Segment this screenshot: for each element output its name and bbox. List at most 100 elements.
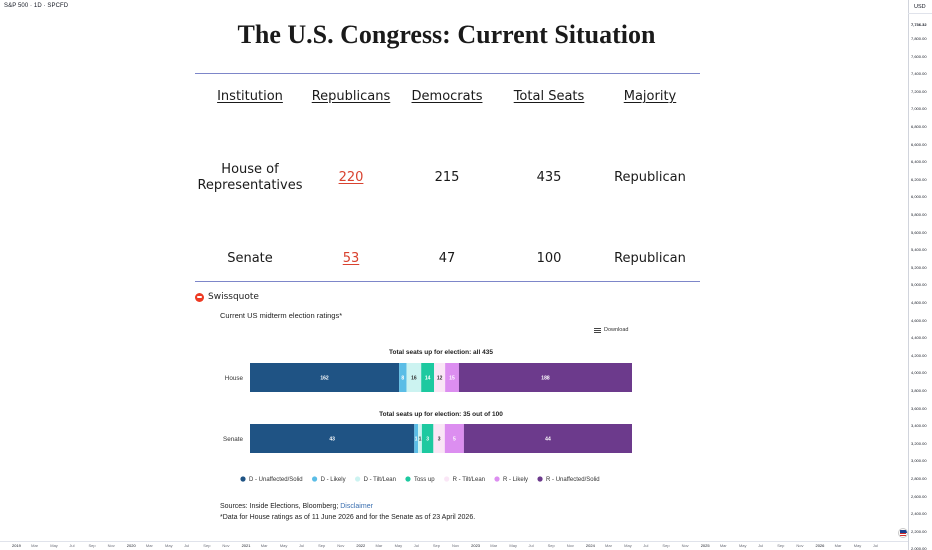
header-republicans: Republicans xyxy=(311,89,391,104)
bar-segment xyxy=(421,424,434,453)
data-label: 12 xyxy=(437,375,443,381)
time-tick-label: 2025 xyxy=(700,543,710,548)
header-democrats: Democrats xyxy=(411,89,483,104)
price-tick-label: 6,000.00 xyxy=(911,194,927,200)
time-tick-label: Jul xyxy=(413,543,419,548)
price-tick-label: 2,800.00 xyxy=(911,476,927,481)
price-tick-label: 4,600.00 xyxy=(911,317,927,323)
legend-entry: D - Likely xyxy=(321,477,346,483)
bar-segment xyxy=(445,363,459,392)
price-tick-label: 5,000.00 xyxy=(911,282,927,288)
table-bottom-rule xyxy=(195,281,700,282)
time-tick-label: Mar xyxy=(145,543,153,548)
time-tick-label: Mar xyxy=(834,543,842,548)
time-tick-label: Sep xyxy=(203,543,211,548)
header-institution: Institution xyxy=(217,89,283,104)
legend-entry: Toss up xyxy=(414,477,435,483)
data-label: 3 xyxy=(438,436,441,442)
legend-marker xyxy=(537,476,543,482)
current-price-label: 7,736.32 xyxy=(911,22,927,27)
bar-segment xyxy=(399,363,407,392)
house-republicans[interactable]: 220 xyxy=(338,170,364,185)
time-tick-label: 2021 xyxy=(241,543,251,548)
time-tick-label: Nov xyxy=(796,543,804,548)
time-tick-label: Jul xyxy=(872,543,878,548)
price-tick-label: 6,800.00 xyxy=(911,124,927,129)
data-label: 188 xyxy=(541,375,550,381)
bar-segment xyxy=(418,424,422,453)
time-tick-label: May xyxy=(853,543,862,548)
time-tick-label: 2024 xyxy=(585,543,595,548)
bar-segment xyxy=(444,424,464,453)
data-label: 44 xyxy=(545,436,551,442)
time-tick-label: Jul xyxy=(758,543,764,548)
bar-segment xyxy=(463,424,632,453)
legend-marker xyxy=(444,476,450,482)
time-tick-label: 2019 xyxy=(12,543,21,548)
time-axis[interactable] xyxy=(0,541,908,550)
data-label: 8 xyxy=(401,375,404,381)
data-label: 14 xyxy=(425,375,431,381)
price-axis[interactable] xyxy=(908,0,932,550)
table-top-rule xyxy=(195,73,700,74)
legend-marker xyxy=(311,476,318,482)
price-tick-label: 7,600.00 xyxy=(911,53,927,59)
price-tick-label: 4,800.00 xyxy=(911,300,927,305)
time-tick-label: May xyxy=(394,543,403,548)
price-tick-label: 7,400.00 xyxy=(911,71,927,77)
price-tick-label: 4,200.00 xyxy=(911,352,927,358)
price-tick-label: 2,200.00 xyxy=(911,528,927,534)
legend-marker xyxy=(240,476,246,482)
price-tick-label: 2,600.00 xyxy=(911,493,927,499)
time-tick-label: Mar xyxy=(260,543,268,548)
sources-line: Sources: Inside Elections, Bloomberg; Di… xyxy=(220,503,373,510)
bar-segment xyxy=(458,363,632,392)
time-tick-label: 2022 xyxy=(356,543,366,548)
data-label: 3 xyxy=(426,436,429,442)
bar-segment xyxy=(406,363,422,392)
bar-segment xyxy=(250,363,400,392)
currency-label[interactable]: USD xyxy=(914,4,926,10)
price-tick-label: 5,600.00 xyxy=(911,229,927,235)
price-tick-label: 5,800.00 xyxy=(911,212,927,217)
disclaimer-link[interactable]: Disclaimer xyxy=(340,503,373,510)
price-tick-label: 4,000.00 xyxy=(911,370,927,376)
time-tick-label: 2023 xyxy=(471,543,481,548)
time-tick-label: Sep xyxy=(88,543,96,548)
time-tick-label: Sep xyxy=(777,543,785,548)
data-label: 15 xyxy=(449,375,455,381)
house-institution: House of Representatives xyxy=(197,162,303,193)
legend-entry: R - Unaffected/Solid xyxy=(546,477,600,483)
time-tick-label: Jul xyxy=(298,543,305,548)
price-tick-label: 7,000.00 xyxy=(911,106,927,112)
chart-symbol-title[interactable]: S&P 500 · 1D · SPCFD xyxy=(4,3,69,9)
election-ratings-chart: Total seats up for election: all 435 Hous… xyxy=(223,349,632,483)
legend-marker xyxy=(355,476,361,482)
house-majority: Republican xyxy=(614,170,686,185)
time-tick-label: May xyxy=(279,543,288,548)
header-total-seats: Total Seats xyxy=(513,89,585,104)
data-label: 162 xyxy=(320,375,329,381)
time-tick-label: Nov xyxy=(107,543,115,548)
time-tick-label: Jul xyxy=(528,543,534,548)
price-tick-label: 6,400.00 xyxy=(911,159,927,165)
time-tick-label: Sep xyxy=(432,543,440,548)
senate-republicans[interactable]: 53 xyxy=(342,251,360,266)
download-button[interactable]: Download xyxy=(594,327,628,333)
chart-subtitle: Current US midterm election ratings* xyxy=(220,311,343,320)
us-flag-icon[interactable] xyxy=(898,528,908,538)
time-tick-label: Nov xyxy=(681,543,689,548)
axis-divider xyxy=(908,13,932,14)
category-label: Senate xyxy=(223,436,243,443)
time-tick-label: May xyxy=(624,543,632,548)
time-tick-label: Nov xyxy=(222,543,230,548)
time-tick-label: Sep xyxy=(547,543,555,548)
time-tick-label: Jul xyxy=(184,543,190,548)
time-tick-label: Mar xyxy=(31,543,39,548)
time-tick-label: Mar xyxy=(490,543,498,548)
time-tick-label: May xyxy=(509,543,517,548)
time-tick-label: 2020 xyxy=(126,543,136,548)
data-label: 16 xyxy=(411,375,417,381)
price-tick-label: 5,200.00 xyxy=(911,264,927,270)
legend-entry: R - Likely xyxy=(503,477,528,483)
